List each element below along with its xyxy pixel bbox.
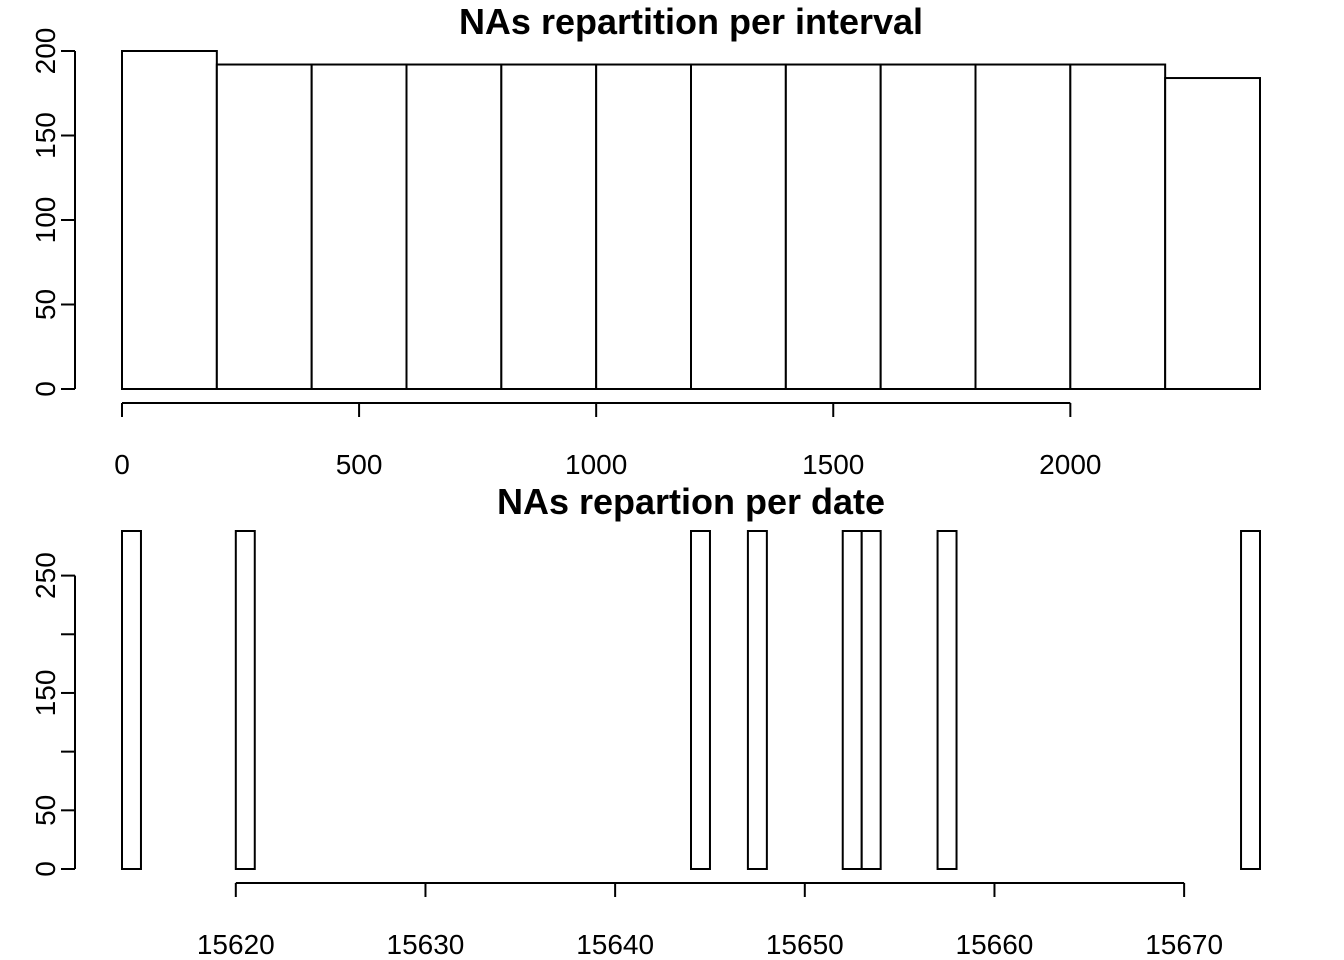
- x-tick-label: 15640: [576, 929, 654, 960]
- histogram-bar: [1069, 63, 1167, 391]
- x-tick-label: 500: [336, 449, 383, 480]
- y-tick-label: 100: [30, 197, 61, 244]
- histogram-bar: [121, 50, 218, 390]
- chart-title: NAs repartion per date: [497, 481, 885, 522]
- y-tick-label: 150: [30, 112, 61, 159]
- x-tick-label: 15670: [1145, 929, 1223, 960]
- histogram-bar: [936, 530, 958, 870]
- y-tick-label: 0: [30, 861, 61, 877]
- y-tick-label: 150: [30, 670, 61, 717]
- histogram-bar: [234, 530, 256, 870]
- interval-histogram-panel: NAs repartition per interval 0 50 100 150 20…: [30, 1, 1261, 480]
- histogram-bar: [121, 530, 142, 870]
- histogram-bar: [784, 63, 882, 391]
- y-tick-label: 250: [30, 552, 61, 599]
- histogram-bar: [310, 63, 408, 391]
- histogram-bar: [1164, 77, 1261, 390]
- histogram-bar: [841, 530, 863, 870]
- x-tick-label: 0: [114, 449, 130, 480]
- x-tick-label: 15630: [387, 929, 465, 960]
- y-tick-label: 0: [30, 381, 61, 397]
- y-tick-label: 50: [30, 795, 61, 826]
- histogram-bar: [215, 63, 313, 391]
- x-tick-label: 2000: [1039, 449, 1101, 480]
- histogram-bar: [690, 530, 711, 870]
- chart-title: NAs repartition per interval: [459, 1, 923, 42]
- histogram-bar: [595, 63, 693, 391]
- x-tick-label: 1000: [565, 449, 627, 480]
- histogram-bar: [746, 530, 768, 870]
- y-tick-label: 50: [30, 289, 61, 320]
- histogram-bar: [405, 63, 503, 391]
- histogram-bar: [500, 63, 598, 391]
- x-tick-label: 15660: [956, 929, 1034, 960]
- histogram-bar: [860, 530, 882, 870]
- x-tick-label: 1500: [802, 449, 864, 480]
- histogram-bar: [690, 63, 787, 391]
- histogram-bar: [1240, 530, 1261, 870]
- date-histogram-panel: NAs repartion per date 0 50 150 250 15620 156…: [30, 481, 1261, 960]
- y-tick-label: 200: [30, 28, 61, 75]
- x-tick-label: 15620: [197, 929, 275, 960]
- x-tick-label: 15650: [766, 929, 844, 960]
- histogram-bar: [974, 63, 1072, 391]
- histogram-bar: [879, 63, 977, 391]
